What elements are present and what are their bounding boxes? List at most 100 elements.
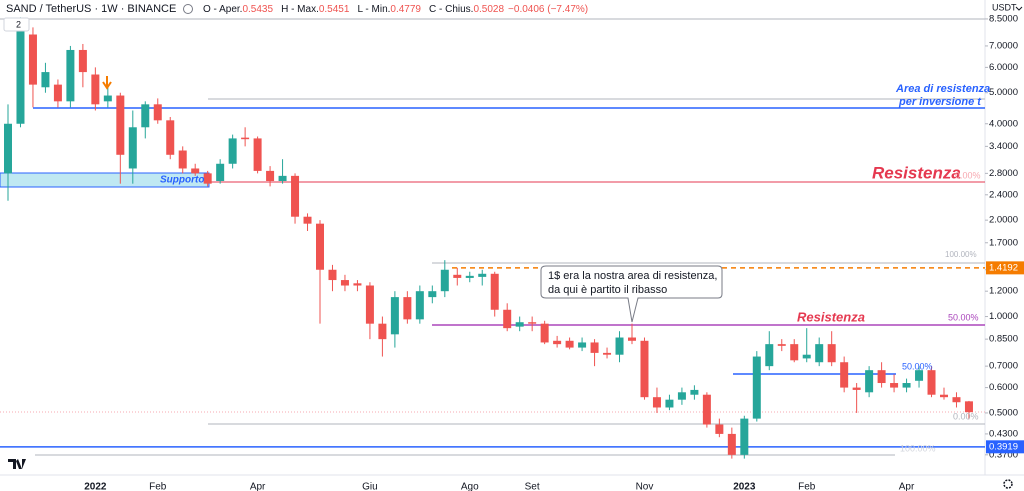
annotation: 0.00%: [953, 411, 979, 421]
candle-body: [964, 401, 973, 413]
candle-body: [203, 173, 212, 184]
candle-body: [877, 370, 886, 384]
currency[interactable]: USDT: [992, 2, 1017, 12]
candle-body: [453, 274, 462, 278]
candle-body: [328, 269, 337, 281]
candle-body: [103, 95, 112, 102]
annotation: per inversione t: [898, 96, 982, 108]
annotation: Area di resistenza: [895, 83, 990, 95]
ohlc-label: H - Max.: [281, 4, 319, 15]
ohlc-label: L - Min.: [357, 4, 390, 15]
x-tick-label: Set: [525, 482, 540, 491]
y-tick-label: 5.0000: [989, 87, 1018, 98]
candle-body: [865, 370, 874, 393]
ohlc-legend: O - Aper.0.5435 H - Max.0.5451 L - Min.0.4…: [203, 4, 588, 15]
candle-body: [677, 392, 686, 400]
y-tick-label: 7.0000: [989, 40, 1018, 51]
y-tick-label: 3.4000: [989, 141, 1018, 152]
candle-body: [578, 342, 587, 348]
indicator-badge[interactable]: [3, 17, 30, 32]
candle-body: [652, 397, 661, 408]
candle-body: [216, 163, 225, 182]
candle-body: [390, 297, 399, 335]
price-label-bg: [986, 261, 1024, 275]
y-tick-label: 1.2000: [989, 286, 1018, 297]
price-label: 0.3919: [989, 441, 1018, 452]
candle-body: [603, 352, 612, 355]
candle-body: [166, 120, 175, 155]
candle-body: [752, 356, 761, 419]
candle-body: [840, 362, 849, 388]
annotation: Supporto: [160, 175, 204, 186]
price-label-bg: [986, 440, 1024, 454]
candle-body: [278, 175, 287, 182]
y-tick-label: 0.4300: [989, 428, 1018, 439]
price-label: 1.4192: [989, 262, 1018, 273]
callout-box: [540, 265, 723, 323]
symbol: SAND / TetherUS · 1W · BINANCE: [6, 3, 176, 15]
candle-body: [191, 168, 200, 174]
annotation: da qui è partito il ribasso: [548, 284, 667, 296]
x-tick-label: Feb: [798, 482, 816, 491]
candle-body: [241, 137, 250, 140]
y-tick-label: 0.8500: [989, 334, 1018, 345]
candle-body: [465, 275, 474, 278]
x-tick-label: Feb: [149, 482, 167, 491]
candle-body: [353, 283, 362, 286]
annotation: 0.00%: [955, 170, 981, 180]
candle-body: [53, 84, 62, 102]
y-tick-label: 1.0000: [989, 311, 1018, 322]
candle-body: [291, 175, 300, 217]
candle-body: [915, 370, 924, 381]
y-tick-label: 1.7000: [989, 237, 1018, 248]
y-tick-label: 4.0000: [989, 118, 1018, 129]
candle-body: [740, 418, 749, 455]
candle-body: [540, 323, 549, 343]
annotation: 100.00%: [945, 250, 977, 259]
candle-body: [815, 344, 824, 363]
candle-body: [303, 216, 312, 224]
candle-body: [628, 337, 636, 341]
candle-body: [665, 399, 674, 408]
candle-body: [141, 104, 150, 128]
candle-body: [827, 344, 836, 363]
candle-body: [690, 389, 699, 395]
candle-body: [378, 323, 387, 340]
candle-body: [790, 344, 799, 361]
change: −0.0406 (−7.47%): [508, 4, 588, 15]
y-tick-label: 8.5000: [989, 13, 1018, 24]
x-tick-label: Apr: [899, 482, 915, 491]
candle-body: [478, 273, 487, 277]
candle-body: [116, 95, 125, 155]
candle-body: [490, 273, 499, 310]
ohlc-label: C - Chius.: [429, 4, 473, 15]
candle-body: [727, 433, 736, 455]
annotation: 100.00%: [900, 443, 936, 453]
candle-body: [153, 104, 162, 121]
annotation: Resistenza: [797, 309, 865, 324]
annotation: 1$ era la nostra area di resistenza,: [548, 270, 717, 282]
candle-body: [615, 337, 624, 355]
annotation: 50.00%: [902, 361, 933, 371]
candle-body: [78, 49, 87, 73]
y-tick-label: 0.7000: [989, 361, 1018, 372]
x-tick-label: Apr: [250, 482, 266, 491]
candle-body: [4, 123, 12, 174]
candle-body: [553, 340, 562, 345]
logo: [8, 459, 26, 469]
candle-body: [902, 383, 911, 388]
y-tick-label: 2.0000: [989, 215, 1018, 226]
dropdown-icon[interactable]: [1015, 6, 1023, 11]
indicator-count: 2: [16, 19, 21, 29]
candle-body: [16, 27, 25, 124]
ohlc-value: 0.5451: [319, 4, 350, 15]
ohlc-value: 0.5435: [242, 4, 273, 15]
candle-body: [640, 340, 649, 398]
settings-icon[interactable]: [1003, 479, 1013, 489]
candle-body: [702, 394, 711, 425]
candle-body: [940, 394, 948, 398]
candle-body: [28, 34, 37, 85]
eye-icon[interactable]: [183, 4, 193, 14]
x-tick-label: Ago: [461, 482, 479, 491]
